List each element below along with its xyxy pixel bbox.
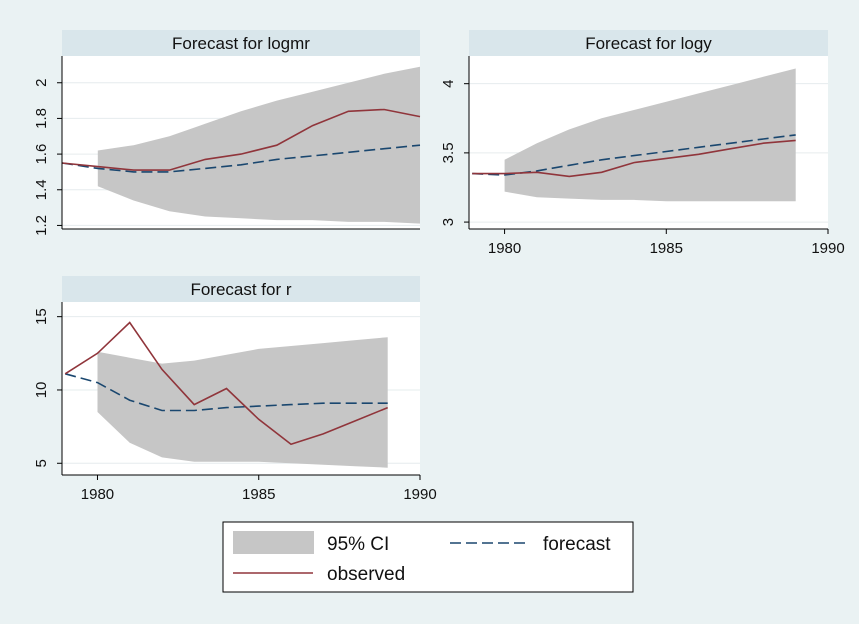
x-tick-label: 1990 — [403, 486, 436, 503]
panel-title: Forecast for logy — [585, 34, 712, 53]
panel-title: Forecast for r — [190, 280, 291, 299]
panel-1: Forecast for logmr 1.2 1.4 1.6 1.8 2 — [33, 30, 421, 236]
y-tick-label: 1.8 — [33, 108, 50, 129]
panel-title-band — [62, 276, 420, 302]
x-tick-label: 1980 — [488, 240, 521, 257]
observed-line — [64, 321, 389, 446]
forecast-line — [64, 373, 388, 412]
panel-3: Forecast for r 5 10 15 1980 1985 1990 — [33, 276, 437, 503]
legend-ci-label: 95% CI — [327, 534, 389, 555]
x-tick-label: 1980 — [81, 486, 114, 503]
panel-title-band — [469, 30, 828, 56]
observed-line — [472, 139, 796, 178]
x-tick-label: 1985 — [650, 240, 683, 257]
x-tick-label: 1990 — [811, 240, 844, 257]
panel-title: Forecast for logmr — [172, 34, 310, 53]
legend: 95% CI forecast observed — [222, 521, 634, 593]
y-tick-label: 1.4 — [33, 179, 50, 200]
y-tick-label: 4 — [440, 80, 457, 88]
forecast-line — [61, 144, 421, 173]
ci-band — [97, 66, 421, 224]
y-tick-label: 5 — [33, 459, 50, 467]
panel-title-band — [62, 30, 420, 56]
panel-2: Forecast for logy 3 3.5 4 1980 1985 1990 — [440, 30, 845, 257]
legend-observed-label: observed — [327, 564, 405, 585]
y-tick-label: 3.5 — [440, 142, 457, 163]
y-tick-label: 10 — [33, 382, 50, 399]
y-tick-label: 15 — [33, 308, 50, 325]
ci-band — [504, 68, 796, 202]
y-tick-label: 1.2 — [33, 215, 50, 236]
y-tick-label: 3 — [440, 218, 457, 226]
observed-line — [61, 108, 421, 171]
y-tick-label: 2 — [33, 79, 50, 87]
legend-ci-swatch — [233, 531, 314, 554]
x-tick-label: 1985 — [242, 486, 275, 503]
legend-forecast-label: forecast — [543, 534, 611, 555]
ci-band — [97, 337, 388, 468]
y-tick-label: 1.6 — [33, 144, 50, 165]
